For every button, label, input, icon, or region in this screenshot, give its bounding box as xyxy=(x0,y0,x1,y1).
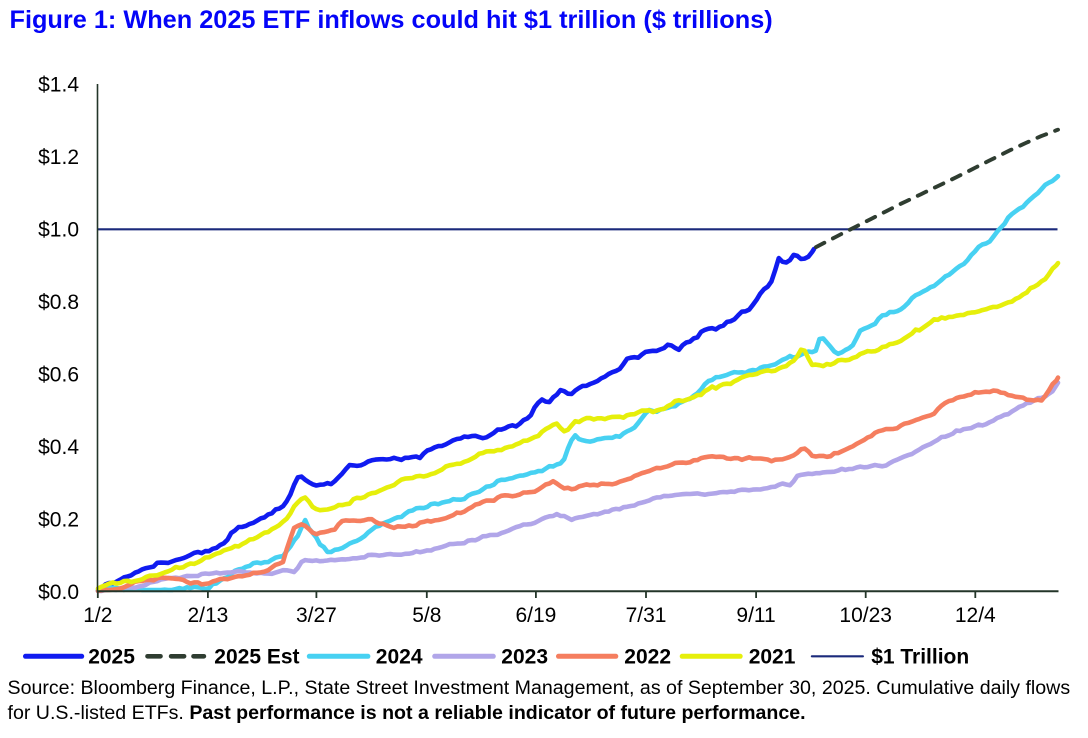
svg-text:5/8: 5/8 xyxy=(412,604,441,627)
svg-text:2022: 2022 xyxy=(624,645,671,668)
svg-text:$0.8: $0.8 xyxy=(38,291,79,314)
svg-text:1/2: 1/2 xyxy=(83,604,112,627)
svg-text:$1.4: $1.4 xyxy=(38,74,79,97)
svg-text:9/11: 9/11 xyxy=(736,604,775,627)
svg-text:$0.4: $0.4 xyxy=(38,436,79,459)
svg-text:10/23: 10/23 xyxy=(839,604,892,627)
svg-text:$0.6: $0.6 xyxy=(38,364,79,387)
svg-text:$1.2: $1.2 xyxy=(38,146,79,169)
svg-text:$0.0: $0.0 xyxy=(38,581,79,604)
svg-text:2025 Est: 2025 Est xyxy=(214,645,299,668)
svg-text:$0.2: $0.2 xyxy=(38,508,79,531)
svg-text:6/19: 6/19 xyxy=(515,604,556,627)
svg-text:2024: 2024 xyxy=(376,645,423,668)
svg-text:7/31: 7/31 xyxy=(626,604,667,627)
svg-text:3/27: 3/27 xyxy=(296,604,337,627)
svg-text:2025: 2025 xyxy=(88,645,135,668)
svg-text:2/13: 2/13 xyxy=(187,604,228,627)
svg-text:2023: 2023 xyxy=(501,645,548,668)
svg-text:$1.0: $1.0 xyxy=(38,219,79,242)
svg-text:2021: 2021 xyxy=(749,645,796,668)
svg-text:12/4: 12/4 xyxy=(955,604,996,627)
svg-text:$1 Trillion: $1 Trillion xyxy=(871,645,969,668)
